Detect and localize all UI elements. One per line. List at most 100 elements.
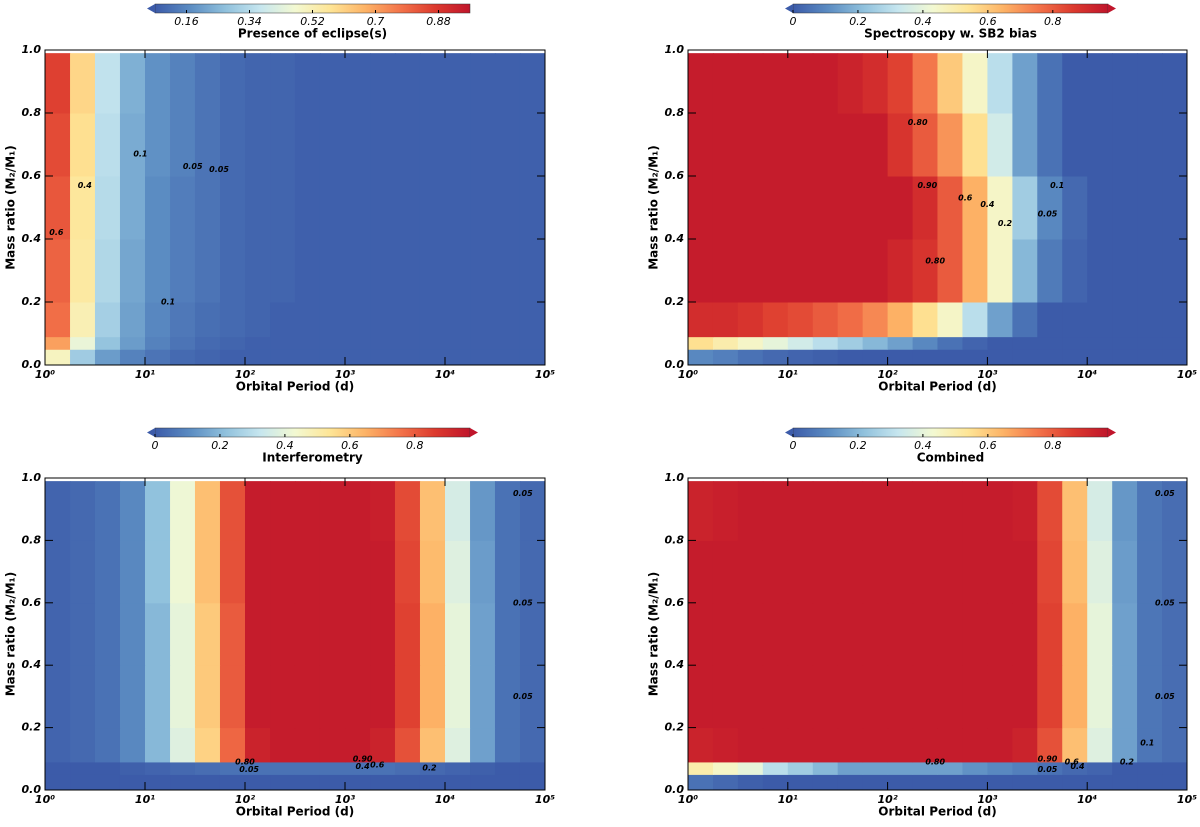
heat-cell <box>394 176 421 240</box>
heat-cell <box>319 665 346 729</box>
heat-cell <box>1012 540 1038 604</box>
heat-cell <box>419 727 446 763</box>
heat-cell <box>1137 602 1163 666</box>
heat-cell <box>319 602 346 666</box>
heat-cell <box>1137 540 1163 604</box>
heat-cell <box>937 239 963 303</box>
heat-cell <box>1087 540 1113 604</box>
y-tick-label: 0.4 <box>22 658 42 671</box>
heat-cell <box>445 665 471 729</box>
heat-cell <box>245 727 271 763</box>
heat-cell <box>245 336 271 350</box>
heat-cell <box>1062 239 1088 303</box>
heat-cell <box>94 481 121 541</box>
heat-cell <box>370 540 396 604</box>
heat-cell <box>370 481 396 541</box>
heat-cell <box>470 176 496 240</box>
heat-cell <box>419 540 446 604</box>
heat-cell <box>45 336 71 350</box>
heat-cell <box>219 113 246 177</box>
heat-cell <box>70 602 96 666</box>
heat-cell <box>445 602 471 666</box>
heat-cell <box>712 481 739 541</box>
heat-cell <box>145 302 171 338</box>
heat-cell <box>370 302 396 338</box>
heat-cell <box>219 540 246 604</box>
heat-cell <box>837 727 864 763</box>
heat-cell <box>145 176 171 240</box>
heat-cell <box>688 665 714 729</box>
heat-cell <box>837 176 864 240</box>
heat-cell <box>70 239 96 303</box>
colorbar-tick-label: 0.2 <box>211 439 229 452</box>
heat-cell <box>688 774 714 791</box>
colorbar-title: Interferometry <box>262 451 363 465</box>
colorbar-tick-label: 0 <box>790 15 797 28</box>
heat-cell <box>987 761 1013 775</box>
heat-cell <box>470 113 496 177</box>
heat-cell <box>219 761 246 775</box>
heat-cell <box>962 727 988 763</box>
heat-cell <box>962 336 988 350</box>
x-tick-label: 10⁴ <box>1077 368 1097 381</box>
heat-cell <box>1062 602 1088 666</box>
heat-cell <box>194 53 221 114</box>
heat-cell <box>1137 302 1163 338</box>
heat-cell <box>1137 176 1163 240</box>
heat-cell <box>270 336 296 350</box>
heat-cell <box>787 602 814 666</box>
heat-cell <box>688 761 714 775</box>
heat-cell <box>1012 336 1038 350</box>
colorbar-extend <box>785 4 793 13</box>
heat-cell <box>987 302 1013 338</box>
heat-cell <box>519 302 546 338</box>
heat-cell <box>119 113 146 177</box>
y-axis-label: Mass ratio (M₂/M₁) <box>4 572 18 697</box>
heat-cell <box>45 774 71 791</box>
heat-cell <box>787 349 814 366</box>
heat-cell <box>270 239 296 303</box>
colorbar <box>792 427 1109 438</box>
heat-cell <box>987 540 1013 604</box>
heat-cell <box>145 761 171 775</box>
colorbar-tick-label: 0.52 <box>300 15 325 28</box>
heat-cell <box>1062 53 1088 114</box>
heat-cell <box>470 481 496 541</box>
heat-cell <box>1162 481 1188 541</box>
heat-cell <box>394 336 421 350</box>
y-tick-label: 0.6 <box>665 169 685 182</box>
heat-cell <box>1162 302 1188 338</box>
heat-cell <box>94 761 121 775</box>
heat-cell <box>519 727 546 763</box>
heat-cell <box>762 774 789 791</box>
contour-label: 0.4 <box>980 200 995 209</box>
heat-cell <box>812 349 839 366</box>
heat-cell <box>812 176 839 240</box>
heat-cell <box>1112 761 1138 775</box>
contour-label: 0.4 <box>356 762 371 771</box>
heat-cell <box>937 481 963 541</box>
heat-cell <box>194 774 221 791</box>
heat-cell <box>294 761 321 775</box>
colorbar-tick-label: 0.6 <box>979 15 997 28</box>
heat-cell <box>345 113 371 177</box>
heat-cell <box>270 481 296 541</box>
heat-cell <box>812 113 839 177</box>
contour-label: 0.6 <box>49 228 64 237</box>
heat-cell <box>194 302 221 338</box>
heat-cell <box>712 349 739 366</box>
heat-cell <box>445 774 471 791</box>
heat-cell <box>712 727 739 763</box>
heat-cell <box>319 774 346 791</box>
heat-cell <box>712 602 739 666</box>
heat-cell <box>712 774 739 791</box>
heat-cell <box>1012 239 1038 303</box>
heat-cell <box>787 239 814 303</box>
heat-cell <box>245 481 271 541</box>
x-tick-label: 10⁵ <box>1177 793 1197 806</box>
heat-cell <box>145 665 171 729</box>
heat-cell <box>219 239 246 303</box>
colorbar-tick-label: 0 <box>152 439 159 452</box>
heat-cell <box>419 665 446 729</box>
heat-cell <box>170 481 196 541</box>
